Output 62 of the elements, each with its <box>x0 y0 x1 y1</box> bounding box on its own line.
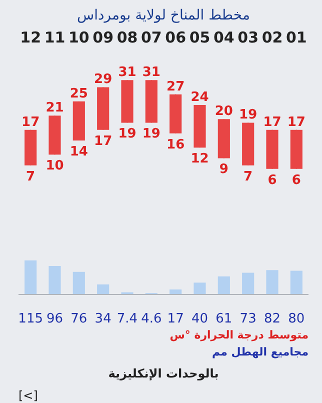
annotation: 19 <box>239 108 258 123</box>
annotation: 7 <box>244 169 253 184</box>
text: مجاميع الهطل مم <box>212 346 309 358</box>
annotation: 17 <box>94 134 112 149</box>
annotation: 17 <box>263 114 282 130</box>
x-tick-label: 05 <box>189 28 210 46</box>
x-tick-label: 09 <box>92 28 114 46</box>
annotation: 6 <box>292 172 301 188</box>
annotation: 31 <box>142 65 160 80</box>
x-tick-label: 06 <box>165 28 186 46</box>
x-tick-label: 11 <box>44 28 66 46</box>
annotation: 17 <box>287 114 306 130</box>
annotation: 9 <box>219 162 228 178</box>
data-label: 76 <box>70 312 88 326</box>
annotation: 17 <box>22 114 40 130</box>
annotation: 24 <box>190 90 209 105</box>
text: [<] <box>18 388 38 402</box>
annotation: 19 <box>142 126 160 142</box>
annotation: 10 <box>46 158 64 174</box>
annotation: 16 <box>166 137 185 152</box>
annotation: 29 <box>94 72 112 88</box>
bar <box>48 266 61 294</box>
data-label: 17 <box>167 312 184 326</box>
data-label: 115 <box>18 312 44 326</box>
bar <box>72 272 85 294</box>
x-tick-label: 10 <box>68 28 90 46</box>
bar <box>242 272 254 294</box>
data-label: 80 <box>288 312 305 326</box>
data-label: 40 <box>191 312 208 326</box>
annotation: 14 <box>70 144 88 160</box>
data-label: 82 <box>264 312 281 326</box>
x-tick-label: 03 <box>238 28 259 46</box>
text: بالوحدات الإنكليزية <box>108 366 219 380</box>
chart-title: مخطط المناخ لولاية بومرداس <box>77 8 250 24</box>
annotation: 21 <box>46 100 64 116</box>
x-tick-label: 01 <box>286 28 307 46</box>
data-label: 34 <box>94 312 112 326</box>
annotation: 25 <box>70 86 88 102</box>
bar <box>218 276 230 294</box>
x-tick-label: 08 <box>116 28 138 46</box>
bar <box>266 270 278 294</box>
annotation: 7 <box>26 169 36 184</box>
annotation: 27 <box>166 79 185 94</box>
bar <box>290 270 302 294</box>
data-label: 73 <box>240 312 256 326</box>
bar <box>194 282 206 294</box>
annotation: 6 <box>268 172 277 188</box>
x-tick-label: 02 <box>262 28 283 46</box>
annotation: 31 <box>118 65 136 80</box>
x-tick-label: 07 <box>140 28 162 46</box>
data-label: 61 <box>216 312 232 326</box>
data-label: 4.6 <box>141 312 162 326</box>
annotation: 12 <box>190 152 209 167</box>
annotation: 19 <box>118 126 136 142</box>
data-label: 7.4 <box>116 312 138 326</box>
text: متوسط درجة الحرارة °س <box>170 328 309 342</box>
annotation: 20 <box>214 104 233 120</box>
bar <box>24 260 37 294</box>
bar <box>97 284 110 294</box>
x-tick-label: 12 <box>20 28 42 46</box>
x-tick-label: 04 <box>213 28 234 46</box>
data-label: 96 <box>46 312 64 326</box>
